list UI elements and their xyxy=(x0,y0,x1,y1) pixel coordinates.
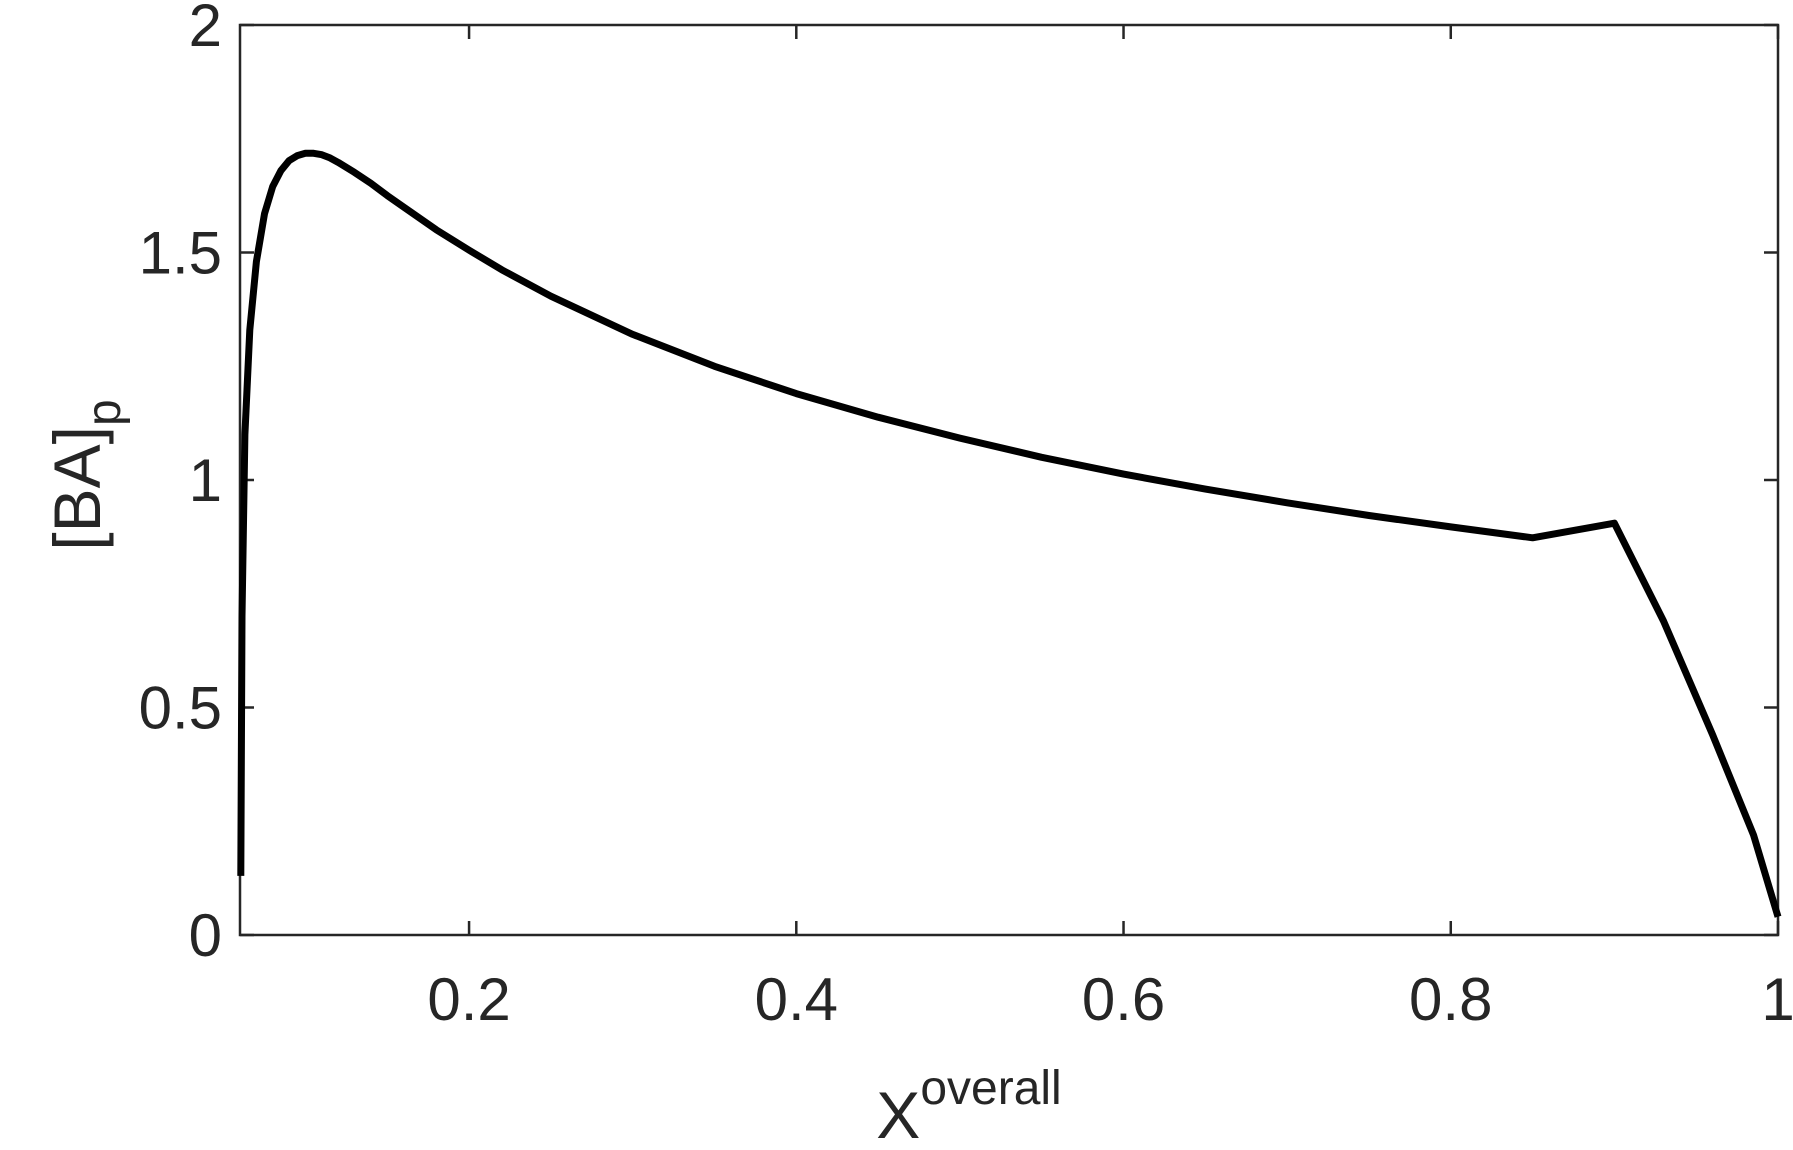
y-axis-label: [BA]p xyxy=(40,399,131,550)
plot-area: 0.2 0.4 0.6 0.8 1 0 0.5 1 1.5 2 xyxy=(139,0,1793,1033)
y-tick-label: 1 xyxy=(189,447,222,514)
x-tick-label: 0.6 xyxy=(1082,966,1165,1033)
x-axis-label: Xoverall xyxy=(876,1062,1061,1150)
series-layer xyxy=(237,149,1782,918)
x-axis-ticks xyxy=(467,25,1780,935)
y-axis-label-subscript: p xyxy=(78,399,131,426)
series-line xyxy=(237,149,1782,918)
y-axis-ticks xyxy=(240,23,1778,937)
plot-frame xyxy=(238,23,1780,937)
y-axis-tick-labels: 0 0.5 1 1.5 2 xyxy=(139,0,222,969)
y-tick-label: 2 xyxy=(189,0,222,59)
x-axis-label-base: X xyxy=(876,1078,920,1150)
x-tick-label: 0.4 xyxy=(755,966,838,1033)
x-axis-label-superscript: overall xyxy=(920,1062,1061,1115)
x-tick-label: 0.2 xyxy=(427,966,510,1033)
y-tick-label: 0 xyxy=(189,902,222,969)
x-tick-label: 1 xyxy=(1761,966,1793,1033)
y-tick-label: 1.5 xyxy=(139,220,222,287)
x-axis-tick-labels: 0.2 0.4 0.6 0.8 1 xyxy=(427,966,1793,1033)
x-tick-label: 0.8 xyxy=(1409,966,1492,1033)
y-axis-label-base: [BA] xyxy=(40,426,114,551)
y-tick-label: 0.5 xyxy=(139,675,222,742)
